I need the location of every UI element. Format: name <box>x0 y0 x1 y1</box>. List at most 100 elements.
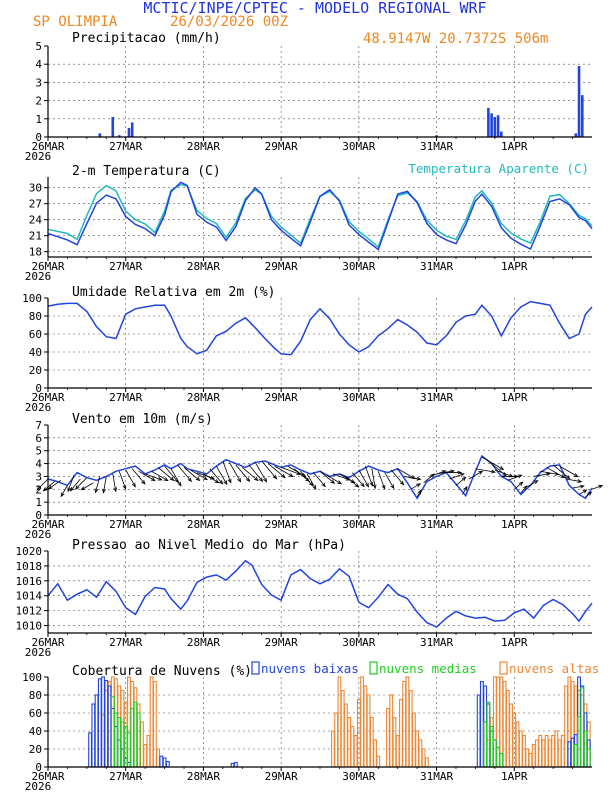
clouds-xtick-label: 26MAR <box>31 770 64 783</box>
wind-arrowhead <box>218 479 224 485</box>
temp-xtick-label: 26MAR <box>31 260 64 273</box>
clouds-title: Cobertura de Nuvens (%) <box>72 664 252 679</box>
temp-xtick-label: 1APR <box>501 260 528 273</box>
rh-xtick-label: 28MAR <box>187 391 220 404</box>
mslp-panel: 1010 1012 1014 1016 1018 1020 26MAR 27MAR 28MAR 2… <box>16 538 593 659</box>
wind-arrowhead <box>102 488 106 494</box>
precip-bar <box>493 116 497 137</box>
temp-xtick-label: 29MAR <box>265 260 298 273</box>
mid-cloud-bar <box>110 696 115 768</box>
wind-arrow <box>177 464 192 482</box>
mslp-ytick-label: 1012 <box>16 605 43 618</box>
high-cloud-bar <box>547 739 552 768</box>
wind-arrowhead <box>288 473 294 478</box>
wind-arrowhead <box>131 482 136 488</box>
wind-arrowhead <box>430 473 436 478</box>
wind-xtick-label: 1APR <box>501 518 528 531</box>
precip-bar <box>500 131 503 137</box>
main-title: MCTIC/INPE/CPTEC - MODELO REGIONAL WRF <box>143 0 486 17</box>
mslp-xtick-label: 28MAR <box>187 636 220 649</box>
wind-arrowhead <box>350 479 356 484</box>
wind-xtick-label: 28MAR <box>187 518 220 531</box>
wind-ytick-label: 1 <box>35 496 42 509</box>
wind-arrowhead <box>360 482 365 488</box>
wind-ytick-label: 7 <box>35 419 42 432</box>
wind-arrow <box>326 474 342 485</box>
wind-arrowhead <box>369 481 374 487</box>
high-cloud-bar <box>551 734 556 768</box>
wind-arrow <box>475 468 495 473</box>
high-cloud-bar <box>392 716 397 768</box>
mid-cloud-bar <box>577 716 581 768</box>
wind-arrowhead <box>523 485 528 490</box>
wind-arrow <box>261 460 277 479</box>
wind-arrow <box>157 467 174 481</box>
wind-ytick-label: 6 <box>35 432 42 445</box>
low-cloud-bar <box>567 741 572 768</box>
mslp-ytick-label: 1020 <box>16 545 43 558</box>
high-cloud-bar <box>418 739 423 768</box>
wind-arrowhead <box>416 476 422 481</box>
wind-arrow <box>235 464 250 482</box>
rh-ytick-label: 0 <box>35 382 42 395</box>
wind-arrow <box>578 489 587 495</box>
wind-arrowhead <box>42 487 48 492</box>
wind-arrowhead <box>372 484 377 490</box>
clouds-ytick-label: 60 <box>29 707 42 720</box>
mid-cloud-bar <box>120 721 125 768</box>
low-cloud-bar <box>97 678 102 768</box>
wind-ytick-label: 4 <box>35 458 42 471</box>
precip-bar <box>490 113 493 137</box>
temp-ytick-label: 27 <box>29 198 42 211</box>
wind-arrowhead <box>518 481 524 486</box>
wind-ytick-label: 5 <box>35 445 42 458</box>
high-cloud-bar <box>554 730 559 768</box>
high-cloud-bar <box>421 748 426 768</box>
clouds-legend-swatch <box>369 661 378 675</box>
high-cloud-bar <box>340 689 345 768</box>
wind-arrow <box>95 476 101 493</box>
precip-xtick-label: 29MAR <box>265 140 298 153</box>
high-cloud-bar <box>415 730 420 768</box>
clouds-legend-label: nuvens medias <box>379 661 477 676</box>
wind-arrow <box>358 469 369 487</box>
wind-arrow <box>248 464 263 482</box>
high-cloud-bar <box>363 685 368 768</box>
wind-arrow <box>371 468 376 489</box>
temp-xtick-label: 30MAR <box>342 260 375 273</box>
high-cloud-bar <box>369 716 374 768</box>
wind-arrowhead <box>281 474 286 479</box>
wind-arrowhead <box>330 479 336 484</box>
high-cloud-bar <box>334 712 339 768</box>
high-cloud-bar <box>411 712 416 768</box>
wind-arrowhead <box>187 477 192 483</box>
clouds-panel: 0 20 40 60 80 100 26MAR 27MAR 28MAR 29MAR 30MAR 31M… <box>22 661 599 792</box>
wind-ytick-label: 2 <box>35 483 42 496</box>
high-cloud-bar <box>531 743 536 768</box>
precip-ytick-label: 1 <box>35 113 42 126</box>
clouds-ytick-label: 40 <box>29 725 42 738</box>
mid-cloud-bar <box>483 721 488 768</box>
mslp-xtick-label: 26MAR <box>31 636 64 649</box>
wind-arrow <box>481 456 504 470</box>
low-cloud-bar <box>94 694 99 768</box>
wind-arrow <box>540 470 559 475</box>
temp-ytick-label: 24 <box>29 214 43 227</box>
wind-arrowhead <box>122 484 127 490</box>
wind-arrowhead <box>195 476 201 482</box>
wind-arrow <box>228 462 241 483</box>
wind-arrowhead <box>416 483 422 488</box>
precip-bar <box>111 116 115 137</box>
mid-cloud-bar <box>489 725 494 768</box>
high-cloud-bar <box>337 676 342 768</box>
wind-arrowhead <box>258 477 264 483</box>
wind-arrow <box>183 467 200 481</box>
wind-arrowhead <box>490 469 496 474</box>
wind-year-label: 2026 <box>25 528 52 541</box>
wind-arrow <box>242 467 259 481</box>
wind-arrow <box>67 475 75 492</box>
wind-arrow <box>559 465 578 477</box>
high-cloud-bar <box>522 734 526 768</box>
wind-arrowhead <box>461 476 467 482</box>
